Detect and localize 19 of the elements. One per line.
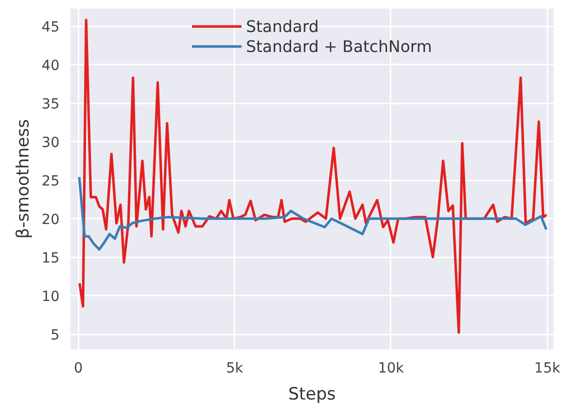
y-tick-label: 25	[42, 174, 60, 190]
x-tick-label: 5k	[226, 360, 244, 376]
x-axis-title: Steps	[288, 384, 336, 404]
line-series	[78, 18, 548, 334]
x-tick-label: 10k	[378, 360, 405, 376]
y-tick-label: 10	[42, 289, 60, 306]
y-tick-label: 15	[42, 250, 60, 267]
x-tick-label: 0	[74, 360, 83, 376]
y-tick-label: 30	[42, 135, 60, 152]
y-tick-label: 45	[42, 20, 60, 36]
line-series	[78, 176, 548, 251]
y-tick-label: 40	[42, 58, 60, 74]
legend-label: Standard + BatchNorm	[246, 36, 432, 56]
y-tick-label: 5	[50, 328, 60, 344]
y-axis-title: β-smoothness	[14, 119, 34, 239]
legend-label: Standard	[246, 16, 319, 36]
y-tick-label: 20	[42, 212, 60, 228]
y-tick-label: 35	[42, 96, 60, 113]
x-tick-label: 15k	[534, 360, 562, 376]
